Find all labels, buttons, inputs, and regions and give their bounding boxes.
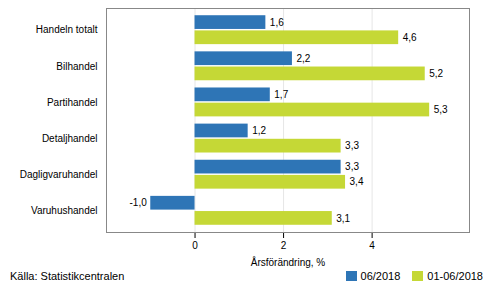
svg-text:Dagligvaruhandel: Dagligvaruhandel (20, 169, 98, 180)
svg-text:0: 0 (192, 240, 198, 251)
svg-text:Varuhushandel: Varuhushandel (31, 205, 98, 216)
svg-text:4: 4 (369, 240, 375, 251)
html-text:06/2018: 06/2018 (360, 270, 401, 282)
svg-text:Bilhandel: Bilhandel (56, 61, 97, 72)
svg-text:5,3: 5,3 (434, 104, 448, 115)
svg-text:3,1: 3,1 (336, 213, 350, 224)
svg-text:1,2: 1,2 (252, 125, 266, 136)
svg-text:1,6: 1,6 (270, 17, 284, 28)
html-text:01-06/2018: 01-06/2018 (427, 270, 483, 282)
svg-text:1,7: 1,7 (274, 89, 288, 100)
html-text:Källa: Statistikcentralen: Källa: Statistikcentralen (10, 270, 125, 282)
svg-text:-1,0: -1,0 (130, 197, 148, 208)
svg-text:Årsförändring, %: Årsförändring, % (251, 256, 326, 268)
svg-text:Detaljhandel: Detaljhandel (42, 133, 98, 144)
svg-text:Partihandel: Partihandel (47, 97, 98, 108)
svg-text:3,4: 3,4 (350, 176, 364, 187)
svg-text:2: 2 (281, 240, 287, 251)
svg-text:2,2: 2,2 (296, 53, 310, 64)
svg-text:3,3: 3,3 (345, 140, 359, 151)
svg-text:5,2: 5,2 (429, 68, 443, 79)
svg-text:Handeln totalt: Handeln totalt (36, 24, 98, 35)
svg-text:4,6: 4,6 (403, 32, 417, 43)
svg-text:3,3: 3,3 (345, 161, 359, 172)
